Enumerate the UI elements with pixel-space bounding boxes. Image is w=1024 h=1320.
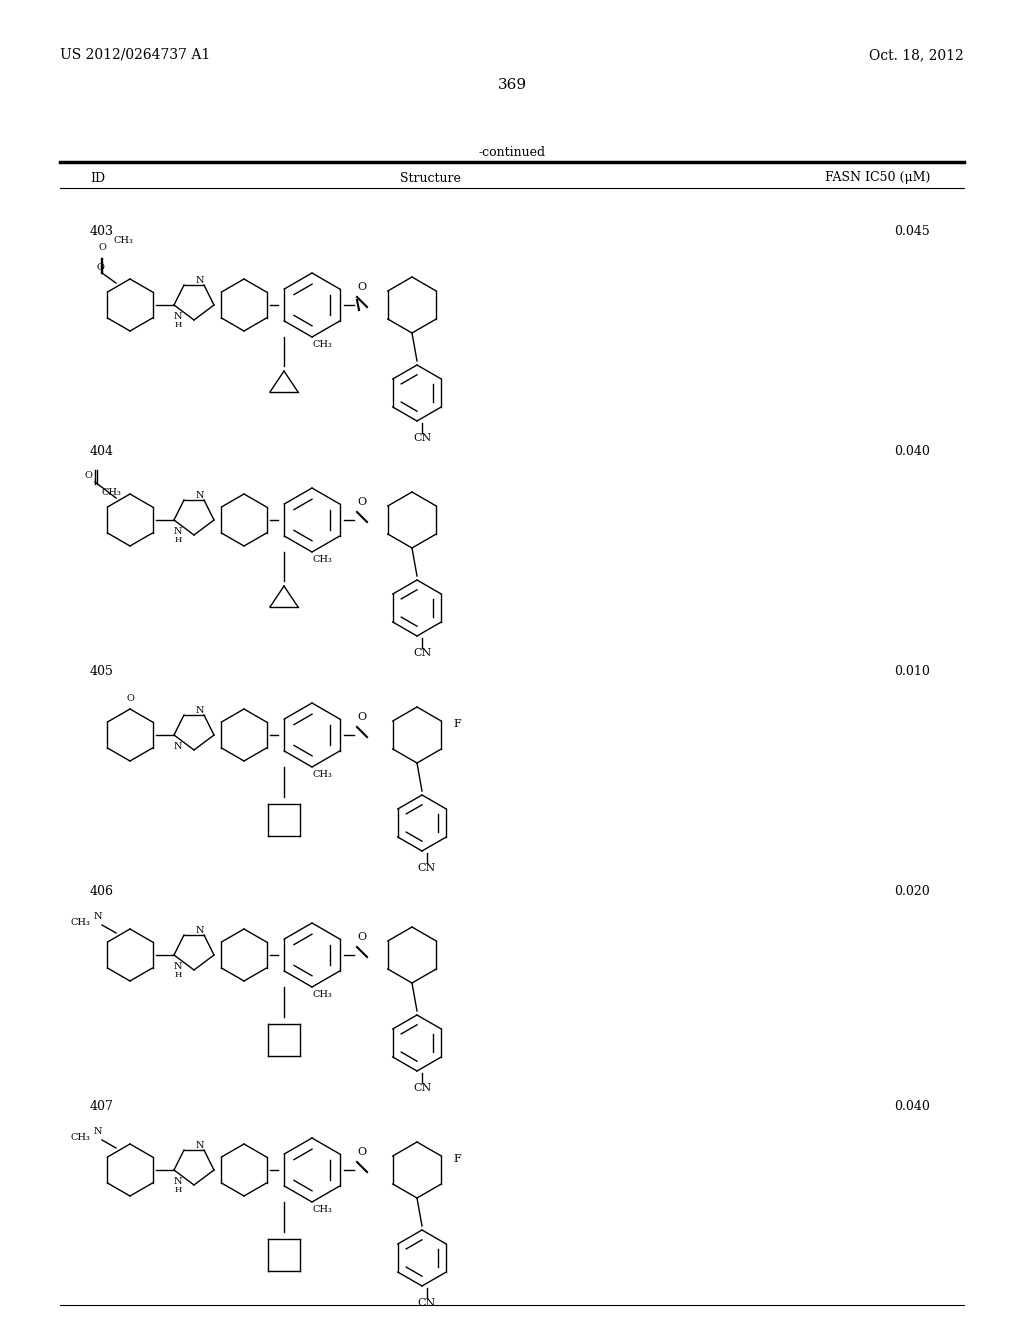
- Text: O: O: [357, 711, 367, 722]
- Text: N: N: [174, 962, 182, 972]
- Text: O: O: [126, 694, 134, 704]
- Text: -continued: -continued: [478, 145, 546, 158]
- Text: O: O: [357, 1147, 367, 1158]
- Text: N: N: [196, 491, 204, 500]
- Text: Structure: Structure: [399, 172, 461, 185]
- Text: CH₃: CH₃: [312, 554, 332, 564]
- Text: N: N: [196, 927, 204, 935]
- Text: N: N: [174, 1177, 182, 1185]
- Text: CN: CN: [418, 1298, 436, 1308]
- Text: CH₃: CH₃: [70, 1133, 90, 1142]
- Text: CH₃: CH₃: [312, 341, 332, 348]
- Text: CN: CN: [413, 433, 431, 444]
- Text: 407: 407: [90, 1100, 114, 1113]
- Text: O: O: [357, 932, 367, 942]
- Text: N: N: [174, 527, 182, 536]
- Text: H: H: [174, 536, 181, 544]
- Text: N: N: [94, 912, 102, 921]
- Text: O: O: [357, 498, 367, 507]
- Text: 0.045: 0.045: [894, 224, 930, 238]
- Text: F: F: [453, 1154, 461, 1164]
- Text: CH₃: CH₃: [114, 236, 134, 246]
- Text: 369: 369: [498, 78, 526, 92]
- Text: H: H: [174, 321, 181, 329]
- Text: N: N: [174, 742, 182, 751]
- Text: CN: CN: [418, 863, 436, 873]
- Text: 0.040: 0.040: [894, 1100, 930, 1113]
- Text: 403: 403: [90, 224, 114, 238]
- Text: CH₃: CH₃: [312, 770, 332, 779]
- Text: O: O: [84, 471, 92, 480]
- Text: CN: CN: [413, 1082, 431, 1093]
- Text: CH₃: CH₃: [102, 488, 122, 498]
- Text: H: H: [174, 972, 181, 979]
- Text: O: O: [357, 282, 367, 292]
- Text: ID: ID: [90, 172, 105, 185]
- Text: FASN IC50 (μM): FASN IC50 (μM): [824, 172, 930, 185]
- Text: N: N: [196, 706, 204, 715]
- Text: CH₃: CH₃: [70, 917, 90, 927]
- Text: H: H: [174, 1185, 181, 1195]
- Text: 404: 404: [90, 445, 114, 458]
- Text: US 2012/0264737 A1: US 2012/0264737 A1: [60, 48, 210, 62]
- Text: N: N: [196, 1140, 204, 1150]
- Text: 406: 406: [90, 884, 114, 898]
- Text: N: N: [196, 276, 204, 285]
- Text: CH₃: CH₃: [312, 1205, 332, 1214]
- Text: O: O: [96, 263, 104, 272]
- Text: Oct. 18, 2012: Oct. 18, 2012: [869, 48, 964, 62]
- Text: 0.010: 0.010: [894, 665, 930, 678]
- Text: O: O: [98, 243, 105, 252]
- Text: 0.040: 0.040: [894, 445, 930, 458]
- Text: 405: 405: [90, 665, 114, 678]
- Text: F: F: [453, 719, 461, 729]
- Text: CH₃: CH₃: [312, 990, 332, 999]
- Text: N: N: [94, 1127, 102, 1137]
- Text: N: N: [174, 312, 182, 321]
- Text: 0.020: 0.020: [894, 884, 930, 898]
- Text: CN: CN: [413, 648, 431, 657]
